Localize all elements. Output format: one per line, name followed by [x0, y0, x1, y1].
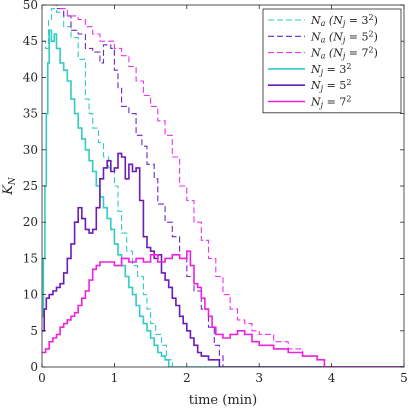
x-tick-label: 3 [255, 371, 263, 385]
x-tick-label: 2 [183, 371, 191, 385]
y-tick-label: 15 [23, 251, 38, 265]
legend-entry-4: Nj = 32 [310, 62, 351, 77]
y-tick-label: 50 [23, 0, 38, 12]
y-tick-label: 20 [23, 215, 38, 229]
y-tick-label: 35 [23, 107, 38, 121]
series-line-2 [51, 5, 404, 367]
y-axis-label-sub: N [8, 176, 18, 186]
x-axis-label: time (min) [189, 393, 258, 408]
y-axis-label-main: K [1, 184, 16, 196]
legend-entry-5: Nj = 52 [310, 78, 351, 93]
legend-box [262, 8, 402, 114]
series-line-3 [54, 5, 404, 367]
x-tick-label: 4 [328, 371, 336, 385]
y-tick-label: 10 [23, 288, 38, 302]
y-tick-label: 30 [23, 143, 38, 157]
x-tick-label: 5 [400, 371, 408, 385]
legend-entry-6: Nj = 72 [310, 95, 351, 110]
y-tick-label: 25 [23, 179, 38, 193]
y-axis-label: KN [1, 176, 18, 196]
legend: Na (Nj = 32)Na (Nj = 52)Na (Nj = 72)Nj =… [262, 8, 402, 114]
legend-entry-1: Na (Nj = 32) [310, 13, 378, 28]
y-tick-label: 5 [30, 324, 38, 338]
legend-entry-3: Na (Nj = 72) [310, 46, 378, 61]
plot-lines [42, 5, 404, 367]
x-tick-label: 1 [111, 371, 119, 385]
x-tick-label: 0 [38, 371, 46, 385]
legend-entry-2: Na (Nj = 52) [310, 29, 378, 44]
series-line-5 [42, 152, 404, 367]
axis-labels: time (min) KN [1, 176, 257, 408]
series-line-6 [42, 250, 404, 367]
y-tick-label: 45 [23, 34, 38, 48]
y-tick-label: 40 [23, 70, 38, 84]
y-tick-label: 0 [30, 360, 38, 374]
